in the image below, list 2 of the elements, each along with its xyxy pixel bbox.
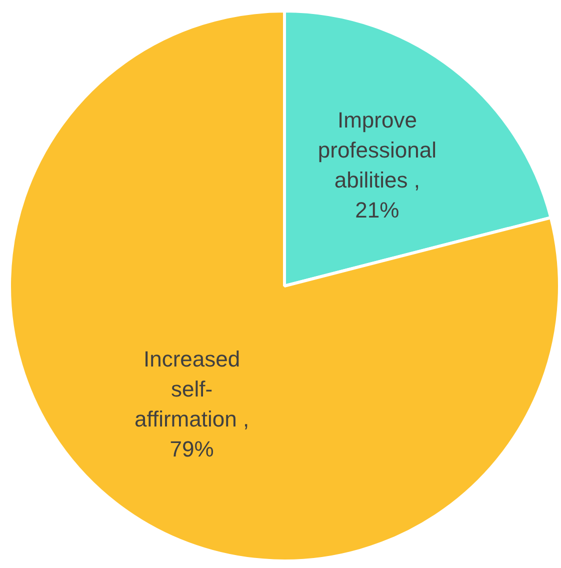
- slice-label: Increased self-affirmation , 79%: [134, 346, 250, 462]
- slice-label: Improve professional abilities , 21%: [318, 108, 437, 223]
